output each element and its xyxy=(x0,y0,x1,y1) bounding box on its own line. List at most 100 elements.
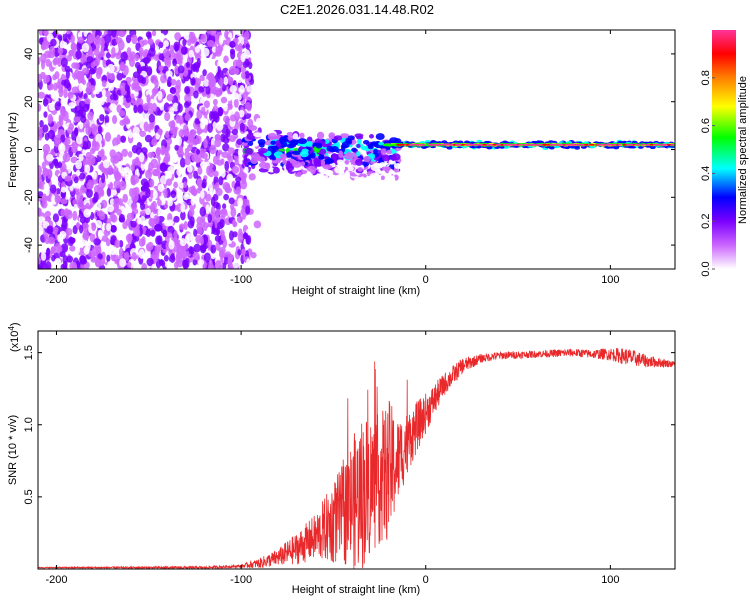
spectrogram-cell xyxy=(384,167,391,174)
spectrogram-cell xyxy=(154,223,162,232)
spectrogram-cell xyxy=(119,258,127,268)
spectrogram-cell xyxy=(58,114,64,122)
spectrogram-cell xyxy=(86,81,92,89)
spectrogram-cell xyxy=(208,78,214,89)
spectrogram-ylabel: Frequency (Hz) xyxy=(7,112,19,188)
spectrogram-cell xyxy=(171,152,179,163)
spectrogram-cell xyxy=(97,253,103,260)
spectrogram-cell xyxy=(194,45,200,54)
spectrogram-cell xyxy=(250,158,258,164)
spectrogram-cell xyxy=(206,39,215,47)
spectrogram-cell xyxy=(78,210,84,219)
x-tick-label: -100 xyxy=(230,274,252,286)
spectrogram-cell xyxy=(612,143,617,146)
spectrogram-cell xyxy=(83,93,88,100)
spectrogram-cell xyxy=(118,166,124,173)
spectrogram-cell xyxy=(38,173,42,181)
spectrogram-cell xyxy=(313,159,324,167)
spectrogram-cell xyxy=(227,147,235,155)
spectrogram-cell xyxy=(151,102,157,112)
spectrogram-cell xyxy=(109,212,116,222)
snr-multiplier: (x104) xyxy=(7,322,21,352)
spectrogram-cell xyxy=(221,234,226,242)
spectrogram-cell xyxy=(258,161,269,169)
spectrogram-cell xyxy=(241,248,246,256)
spectrogram-cell xyxy=(228,77,234,86)
y-tick-label: 20 xyxy=(23,96,35,108)
spectrogram-cell xyxy=(250,252,257,259)
spectrogram-cell xyxy=(291,150,302,155)
spectrogram-cell xyxy=(575,143,580,146)
spectrogram-cell xyxy=(207,213,213,223)
spectrogram-cell xyxy=(127,233,132,242)
spectrogram-cell xyxy=(338,150,344,158)
spectrogram-cell xyxy=(76,70,83,81)
spectrogram-cell xyxy=(163,56,171,65)
spectrogram-cell xyxy=(223,193,230,201)
spectrogram-cell xyxy=(244,101,252,110)
spectrogram-cell xyxy=(145,228,152,237)
spectrogram-cell xyxy=(205,204,211,215)
spectrogram-cell xyxy=(95,34,101,45)
spectrogram-cell xyxy=(157,32,165,40)
spectrogram-cell xyxy=(382,154,390,162)
spectrogram-cell xyxy=(172,102,180,112)
spectrogram-cell xyxy=(79,122,84,130)
spectrogram-cell xyxy=(340,126,346,132)
spectrogram-cell xyxy=(52,90,60,101)
spectrogram-cell xyxy=(363,155,371,163)
spectrogram-cell xyxy=(139,215,146,226)
spectrogram-cell xyxy=(322,164,333,170)
spectrogram-cell xyxy=(567,143,572,146)
spectrogram-cell xyxy=(81,42,90,53)
spectrogram-cell xyxy=(173,41,180,51)
spectrogram-cell xyxy=(446,146,453,150)
spectrogram-cell xyxy=(543,143,548,146)
spectrogram-cell xyxy=(228,230,235,241)
x-tick-label: -200 xyxy=(45,274,67,286)
spectrogram-cell xyxy=(223,102,228,112)
spectrogram-cell xyxy=(197,166,203,175)
spectrogram-cell xyxy=(188,31,196,42)
spectrogram-cell xyxy=(213,170,219,178)
spectrogram-cell xyxy=(236,215,243,224)
spectrogram-cell xyxy=(522,143,527,146)
spectrogram-cell xyxy=(388,169,394,175)
spectrogram-cell xyxy=(126,47,132,56)
spectrogram-cell xyxy=(131,192,139,203)
spectrogram-cell xyxy=(237,249,242,256)
spectrogram-cell xyxy=(147,38,154,45)
spectrogram-cell xyxy=(185,61,191,68)
spectrogram-cell xyxy=(242,91,248,99)
spectrogram-cell xyxy=(38,56,41,66)
spectrogram-cell xyxy=(271,145,280,151)
spectrogram-cell xyxy=(115,37,123,44)
spectrogram-cell xyxy=(315,142,323,149)
spectrogram-cell xyxy=(636,143,641,146)
spectrogram-cell xyxy=(54,139,61,148)
spectrogram-cell xyxy=(199,63,206,70)
spectrogram-cell xyxy=(222,143,230,152)
spectrogram-cell xyxy=(379,170,386,176)
spectrogram-cell xyxy=(306,136,313,142)
spectrogram-cell xyxy=(173,215,180,223)
spectrogram-cell xyxy=(157,208,162,216)
spectrogram-cell xyxy=(184,234,190,244)
spectrogram-cell xyxy=(317,175,327,180)
spectrogram-cell xyxy=(152,190,158,200)
spectrogram-cell xyxy=(125,94,132,103)
spectrogram-cell xyxy=(191,76,196,86)
spectrogram-cell xyxy=(73,116,81,123)
spectrogram-cell xyxy=(106,223,112,232)
spectrogram-cell xyxy=(71,141,79,149)
spectrogram-cell xyxy=(145,89,152,97)
spectrogram-cell xyxy=(170,138,178,147)
spectrogram-cell xyxy=(124,83,130,92)
spectrogram-cell xyxy=(230,207,237,218)
spectrogram-cell xyxy=(232,92,239,100)
spectrogram-cell xyxy=(227,256,233,267)
spectrogram-cell xyxy=(393,163,401,169)
spectrogram-cell xyxy=(267,132,277,141)
spectrogram-cell xyxy=(178,129,184,138)
y-tick-label: 40 xyxy=(23,48,35,60)
